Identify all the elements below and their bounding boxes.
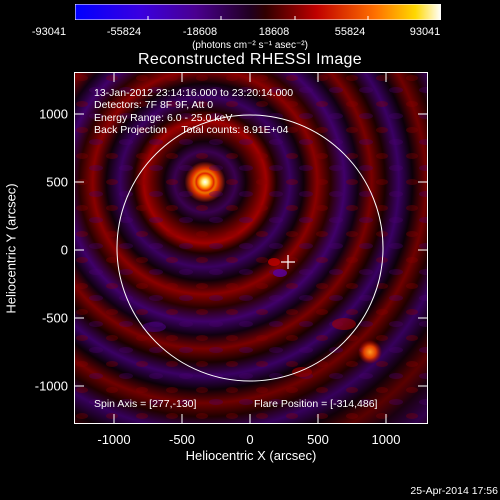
- y-tick-label: -1000: [34, 378, 68, 394]
- x-tick-label: -500: [168, 432, 196, 447]
- method-and-counts: Back Projection Total counts: 8.91E+04: [94, 124, 289, 137]
- detectors-info: Detectors: 7F 8F 9F, Att 0: [94, 99, 214, 112]
- spin-axis-label: Spin Axis = [277,-130]: [94, 398, 197, 410]
- date-stamp: 25-Apr-2014 17:56: [410, 485, 498, 497]
- x-tick-label: -1000: [97, 432, 131, 447]
- colorbar-tick-label: 18608: [258, 26, 290, 38]
- colorbar-tick-label: -18608: [182, 26, 218, 38]
- primary-flare-source: [194, 171, 216, 193]
- colorbar-tick-label: -93041: [31, 26, 67, 38]
- flare-position-label: Flare Position = [-314,486]: [254, 398, 378, 410]
- colorbar-tick-label: 55824: [334, 26, 366, 38]
- x-axis-label: Heliocentric X (arcsec): [185, 448, 317, 463]
- y-tick-label: 1000: [39, 106, 68, 122]
- plot-title: Reconstructed RHESSI Image: [138, 51, 362, 68]
- spin-axis-cross-icon: [281, 255, 295, 269]
- x-tick-label: 0: [246, 432, 254, 447]
- rhessi-image-plot: [74, 72, 428, 424]
- y-tick-label: -500: [41, 310, 68, 326]
- x-tick-label: 500: [307, 432, 329, 447]
- y-tick-label: 500: [46, 174, 68, 190]
- colorbar-units: (photons cm⁻² s⁻¹ asec⁻²): [192, 40, 308, 51]
- secondary-source: [358, 340, 382, 364]
- colorbar-tick-label: -55824: [106, 26, 142, 38]
- y-tick-label: 0: [60, 242, 68, 258]
- colorbar: [75, 4, 441, 20]
- solar-limb-circle: [116, 114, 384, 382]
- time-range: 13-Jan-2012 23:14:16.000 to 23:20:14.000: [94, 87, 294, 99]
- colorbar-tick-label: 93041: [409, 26, 441, 38]
- energy-range: Energy Range: 6.0 - 25.0 keV: [94, 111, 233, 124]
- observation-info: 13-Jan-2012 23:14:16.000 to 23:20:14.000…: [94, 87, 293, 137]
- y-axis-label: Heliocentric Y (arcsec): [3, 183, 19, 314]
- x-tick-label: 1000: [371, 432, 401, 447]
